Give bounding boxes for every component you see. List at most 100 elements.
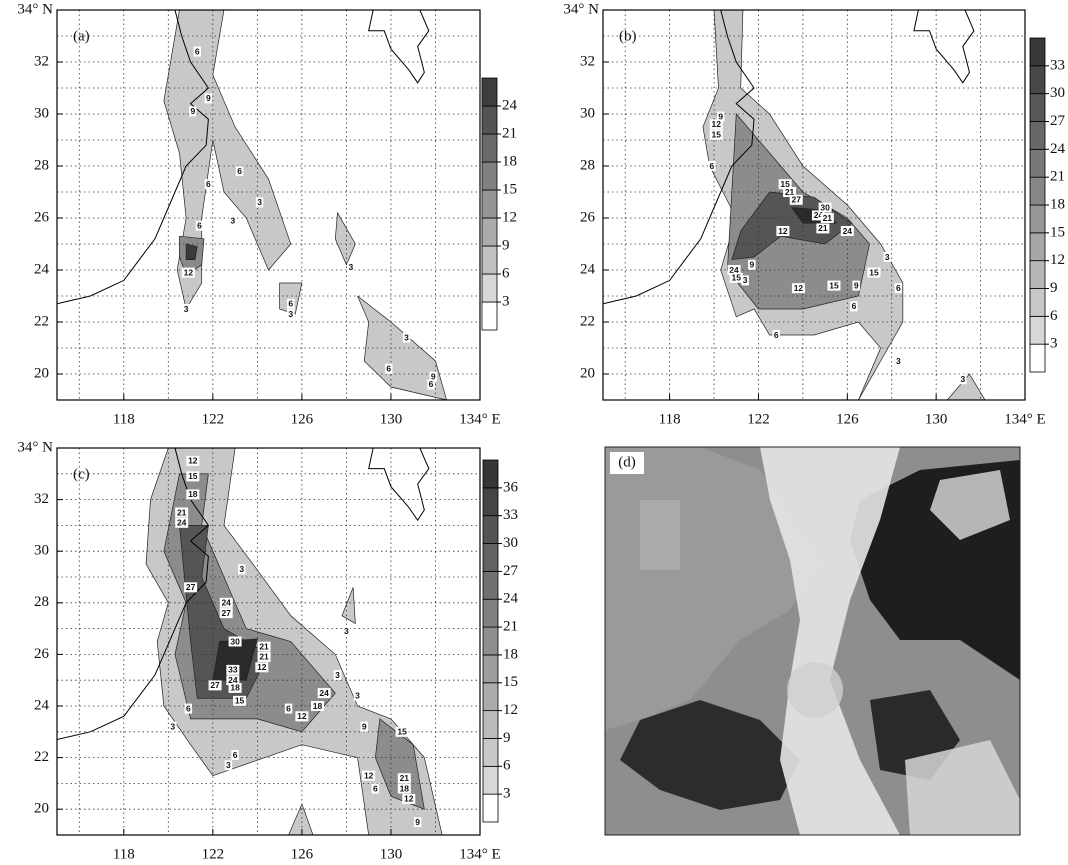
colorbar-box [1030, 233, 1045, 261]
x-tick-label: 118 [113, 411, 135, 427]
colorbar-box [483, 711, 498, 739]
colorbar-box [1030, 205, 1045, 233]
y-tick-label: 20 [580, 365, 595, 381]
contour-label: 6 [373, 783, 378, 793]
x-tick-label: 134° E [1004, 411, 1045, 427]
contour-label: 18 [188, 489, 198, 499]
satellite-image [605, 447, 1020, 835]
colorbar-box [482, 218, 497, 246]
contour-label: 21 [259, 641, 269, 651]
contour-label: 15 [397, 727, 407, 737]
contour-label: 6 [709, 161, 714, 171]
contour-label: 3 [170, 721, 175, 731]
x-tick-label: 126 [291, 846, 314, 862]
y-tick-label: 26 [580, 209, 596, 225]
contour-label: 30 [230, 636, 240, 646]
y-tick-label: 24 [580, 261, 596, 277]
contour-label: 27 [221, 608, 231, 618]
colorbar-box [483, 683, 498, 711]
colorbar-label: 33 [1050, 57, 1065, 73]
contour-label: 33 [228, 665, 238, 675]
colorbar-box [483, 571, 498, 599]
contour-label: 6 [206, 179, 211, 189]
y-tick-label: 28 [34, 594, 49, 610]
shaded-region [289, 804, 313, 835]
contour-label: 3 [355, 690, 360, 700]
colorbar-label: 36 [503, 479, 519, 495]
contour-label: 15 [235, 696, 245, 706]
y-tick-label: 20 [34, 365, 49, 381]
x-tick-label: 122 [747, 411, 770, 427]
contour-label: 18 [230, 683, 240, 693]
contour-label: 24 [319, 688, 329, 698]
colorbar-label: 15 [1050, 224, 1065, 240]
colorbar-box [1030, 149, 1045, 177]
panel-label: (a) [73, 28, 90, 44]
colorbar-box [1030, 289, 1045, 317]
colorbar-box [1030, 344, 1045, 372]
colorbar-box [1030, 177, 1045, 205]
y-tick-label: 26 [34, 646, 50, 662]
contour-label: 9 [749, 260, 754, 270]
plot-area: 1215182124327242730212112332418271563612… [57, 448, 480, 835]
contour-label: 9 [362, 721, 367, 731]
contour-label: 9 [415, 817, 420, 827]
colorbar-label: 21 [502, 125, 517, 141]
colorbar-box [482, 274, 497, 302]
colorbar-box [1030, 38, 1045, 66]
colorbar-label: 12 [503, 702, 518, 718]
contour-label: 18 [400, 783, 410, 793]
y-tick-label: 32 [34, 491, 49, 507]
y-tick-label: 28 [34, 157, 49, 173]
colorbar-label: 12 [1050, 252, 1065, 268]
y-tick-label: 28 [580, 157, 595, 173]
contour-label: 6 [288, 299, 293, 309]
panel-label: (c) [73, 466, 90, 482]
colorbar-box [483, 766, 498, 794]
colorbar-box [483, 599, 498, 627]
colorbar-label: 12 [502, 209, 517, 225]
colorbar-label: 6 [1050, 308, 1058, 324]
colorbar-label: 21 [503, 619, 518, 635]
colorbar-box [482, 106, 497, 134]
contour-label: 9 [206, 93, 211, 103]
colorbar-box [482, 246, 497, 274]
colorbar-box [482, 78, 497, 106]
y-tick-label: 34° N [17, 439, 53, 455]
colorbar-label: 30 [503, 535, 518, 551]
contour-label: 6 [386, 364, 391, 374]
contour-label: 21 [818, 223, 828, 233]
colorbar-label: 3 [1050, 336, 1058, 352]
contour-label: 3 [885, 252, 890, 262]
y-tick-label: 24 [34, 261, 50, 277]
contour-label: 27 [791, 195, 801, 205]
contour-label: 6 [197, 221, 202, 231]
contour-label: 12 [184, 267, 194, 277]
contour-label: 15 [829, 280, 839, 290]
contour-label: 24 [221, 598, 231, 608]
contour-label: 3 [335, 670, 340, 680]
x-tick-label: 130 [380, 846, 403, 862]
y-tick-label: 30 [580, 105, 595, 121]
shaded-region [342, 587, 355, 623]
colorbar-box [1030, 94, 1045, 122]
contour-label: 9 [854, 280, 859, 290]
colorbar-label: 6 [502, 265, 510, 281]
y-tick-label: 30 [34, 105, 49, 121]
colorbar-label: 3 [503, 786, 511, 802]
contour-label: 15 [188, 471, 198, 481]
contour-label: 3 [257, 197, 262, 207]
contour-label: 21 [400, 773, 410, 783]
colorbar-box [483, 488, 498, 516]
x-tick-label: 122 [202, 846, 225, 862]
colorbar-box [483, 516, 498, 544]
colorbar-label: 15 [502, 181, 517, 197]
colorbar-label: 24 [502, 97, 518, 113]
contour-label: 6 [237, 166, 242, 176]
contour-label: 12 [794, 283, 804, 293]
colorbar-label: 9 [1050, 280, 1058, 296]
colorbar-label: 24 [1050, 141, 1066, 157]
colorbar-label: 27 [503, 563, 519, 579]
y-tick-label: 22 [580, 313, 595, 329]
colorbar-box [482, 162, 497, 190]
